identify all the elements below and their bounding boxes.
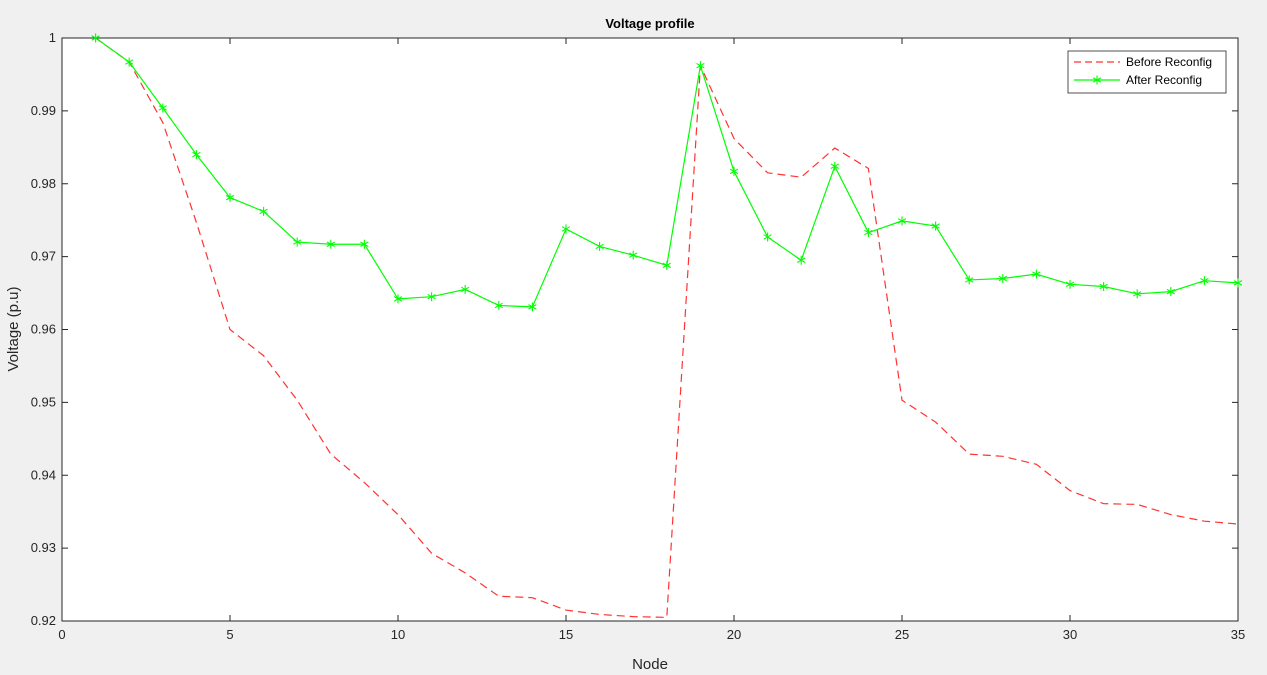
- x-tick-label: 20: [727, 627, 741, 642]
- data-point: [662, 260, 671, 270]
- y-tick-label: 0.97: [31, 249, 56, 264]
- data-point: [931, 221, 940, 231]
- y-tick-label: 0.96: [31, 322, 56, 337]
- data-point: [1200, 276, 1209, 286]
- y-tick-label: 0.99: [31, 103, 56, 118]
- legend-asterisk-icon: [1092, 75, 1102, 85]
- chart-title: Voltage profile: [605, 16, 694, 31]
- series-line-before-reconfig: [95, 37, 1239, 618]
- data-point: [897, 216, 907, 226]
- y-tick-label: 0.93: [31, 540, 56, 555]
- plot-area: [61, 37, 1239, 622]
- legend-label-after-reconfig: After Reconfig: [1126, 73, 1202, 87]
- data-point: [1166, 287, 1175, 297]
- series-layer: [91, 33, 1243, 618]
- y-tick-label: 0.92: [31, 613, 56, 628]
- legend-box: [1067, 50, 1227, 94]
- data-point: [1133, 289, 1142, 299]
- data-point: [393, 294, 403, 304]
- legend: Before Reconfig After Reconfig: [1067, 50, 1227, 94]
- data-point: [763, 232, 772, 242]
- data-point: [1099, 282, 1108, 292]
- data-point: [561, 224, 571, 234]
- data-point: [461, 284, 470, 294]
- data-point: [259, 206, 268, 216]
- x-tick-label: 30: [1063, 627, 1077, 642]
- x-tick-label: 15: [559, 627, 573, 642]
- data-point: [965, 275, 974, 285]
- data-point: [696, 61, 705, 71]
- data-point: [158, 103, 167, 113]
- y-tick-label: 0.98: [31, 176, 56, 191]
- legend-marker-after-reconfig: [1092, 75, 1102, 85]
- data-point: [494, 300, 503, 310]
- data-point: [1065, 279, 1075, 289]
- data-point: [91, 33, 100, 43]
- x-tick-label: 5: [226, 627, 233, 642]
- data-point: [830, 161, 839, 171]
- data-point: [427, 292, 436, 302]
- x-tick-label: 0: [58, 627, 65, 642]
- y-tick-label: 0.95: [31, 394, 56, 409]
- y-tick-label: 1: [49, 30, 56, 45]
- data-point: [326, 239, 335, 249]
- data-point: [797, 255, 806, 265]
- data-point: [1032, 269, 1041, 279]
- legend-label-before-reconfig: Before Reconfig: [1126, 55, 1212, 69]
- x-axis-title: Node: [632, 656, 668, 673]
- data-point: [864, 228, 873, 238]
- data-point: [629, 250, 638, 260]
- data-point: [192, 150, 201, 160]
- x-tick-label: 10: [391, 627, 405, 642]
- data-point: [293, 237, 302, 247]
- data-point: [998, 273, 1007, 283]
- data-point: [225, 193, 235, 203]
- y-tick-label: 0.94: [31, 467, 56, 482]
- ticks-layer: 0 5 10 15 20 25 30 35 0.92 0.93 0.94 0.95 0.96 0.97 0.…: [31, 30, 1246, 642]
- x-tick-label: 25: [895, 627, 909, 642]
- data-point: [729, 166, 739, 176]
- data-point: [125, 57, 134, 67]
- x-tick-label: 35: [1231, 627, 1245, 642]
- data-point: [528, 302, 537, 312]
- data-point: [1233, 278, 1243, 288]
- data-point: [595, 241, 604, 251]
- data-point: [360, 239, 369, 249]
- y-axis-title: Voltage (p.u): [5, 286, 22, 371]
